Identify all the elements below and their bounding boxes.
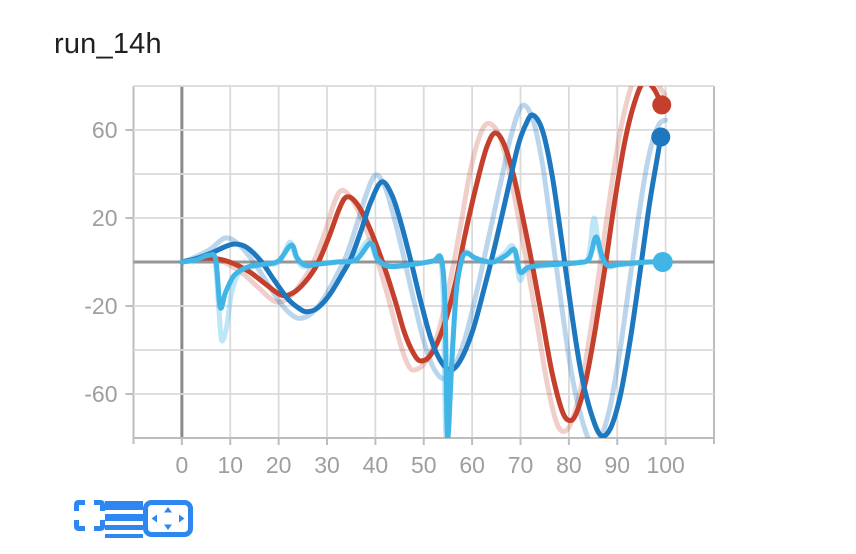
x-tick-label: 40 (363, 452, 389, 478)
fullscreen-icon (74, 500, 105, 531)
y-tick-label: -20 (84, 293, 117, 319)
page-title: run_14h (54, 28, 162, 60)
x-tick-label: 0 (175, 452, 188, 478)
run-cyan-smoothed-line (179, 234, 666, 438)
x-tick-label: 60 (459, 452, 485, 478)
fit-to-frame-icon (143, 500, 193, 537)
fit-to-frame-button[interactable] (143, 500, 193, 537)
chart-toolbar (74, 500, 193, 538)
y-tick-label: 60 (92, 117, 118, 143)
x-tick-label: 10 (217, 452, 243, 478)
run-blue-original-line (179, 102, 669, 438)
run-cyan-smoothed-end-dot (652, 252, 673, 272)
y-tick-label: -60 (84, 381, 117, 407)
end-dots (651, 95, 673, 272)
axis-labels: 0 10 20 30 40 50 60 70 80 90 100 60 20 -20 -60 (84, 117, 685, 478)
x-tick-label: 90 (604, 452, 630, 478)
smoothing-lines-button[interactable] (105, 500, 143, 538)
run-blue-smoothed-end-dot (651, 127, 671, 147)
tick-marks (125, 129, 667, 445)
x-tick-label: 30 (314, 452, 340, 478)
fullscreen-button[interactable] (74, 500, 105, 531)
run-red-smoothed-end-dot (652, 95, 672, 115)
series-lines (179, 86, 669, 438)
x-tick-label: 50 (411, 452, 437, 478)
smoothing-lines-icon (105, 501, 143, 538)
y-tick-label: 20 (92, 205, 118, 231)
x-tick-label: 80 (556, 452, 582, 478)
x-tick-label: 70 (508, 452, 534, 478)
x-tick-label: 20 (266, 452, 292, 478)
run-blue-smoothed-line (179, 112, 664, 438)
x-tick-label: 100 (646, 452, 684, 478)
